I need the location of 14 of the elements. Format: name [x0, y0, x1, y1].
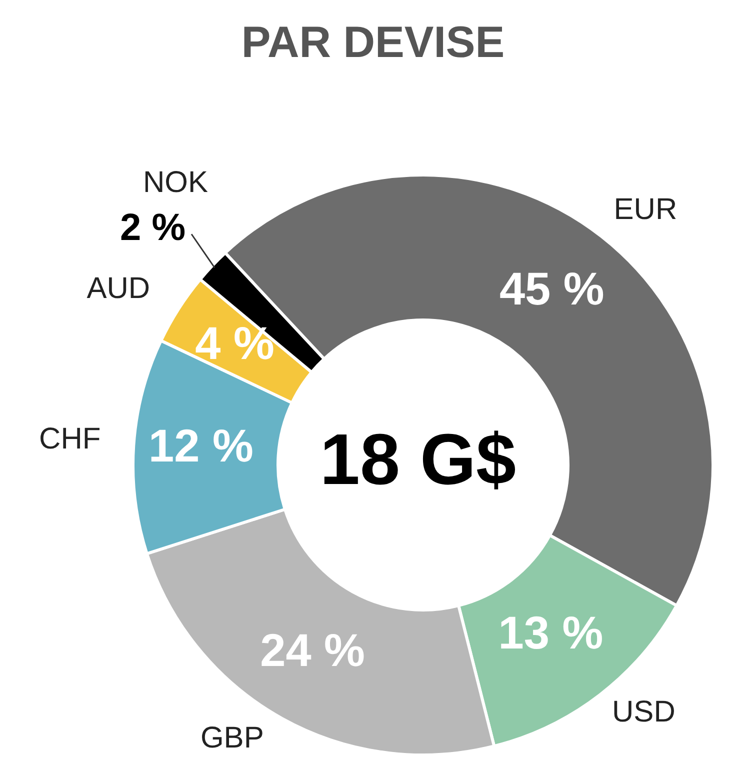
- data-label: 2 %: [120, 207, 186, 250]
- data-label: 12 %: [148, 420, 254, 472]
- slice-label: EUR: [614, 192, 678, 226]
- data-label: 13 %: [498, 606, 604, 658]
- slice-label: AUD: [86, 272, 150, 306]
- slice-label: NOK: [142, 166, 208, 200]
- slice-label: CHF: [39, 422, 101, 456]
- slice-label: USD: [612, 695, 676, 728]
- data-label: 24 %: [260, 624, 365, 676]
- data-label: 45 %: [499, 262, 604, 315]
- slice-label: GBP: [200, 722, 264, 755]
- data-label: 4 %: [195, 316, 274, 369]
- chart-title: PAR DEVISE: [240, 18, 506, 68]
- text: 18 G$: [318, 420, 518, 500]
